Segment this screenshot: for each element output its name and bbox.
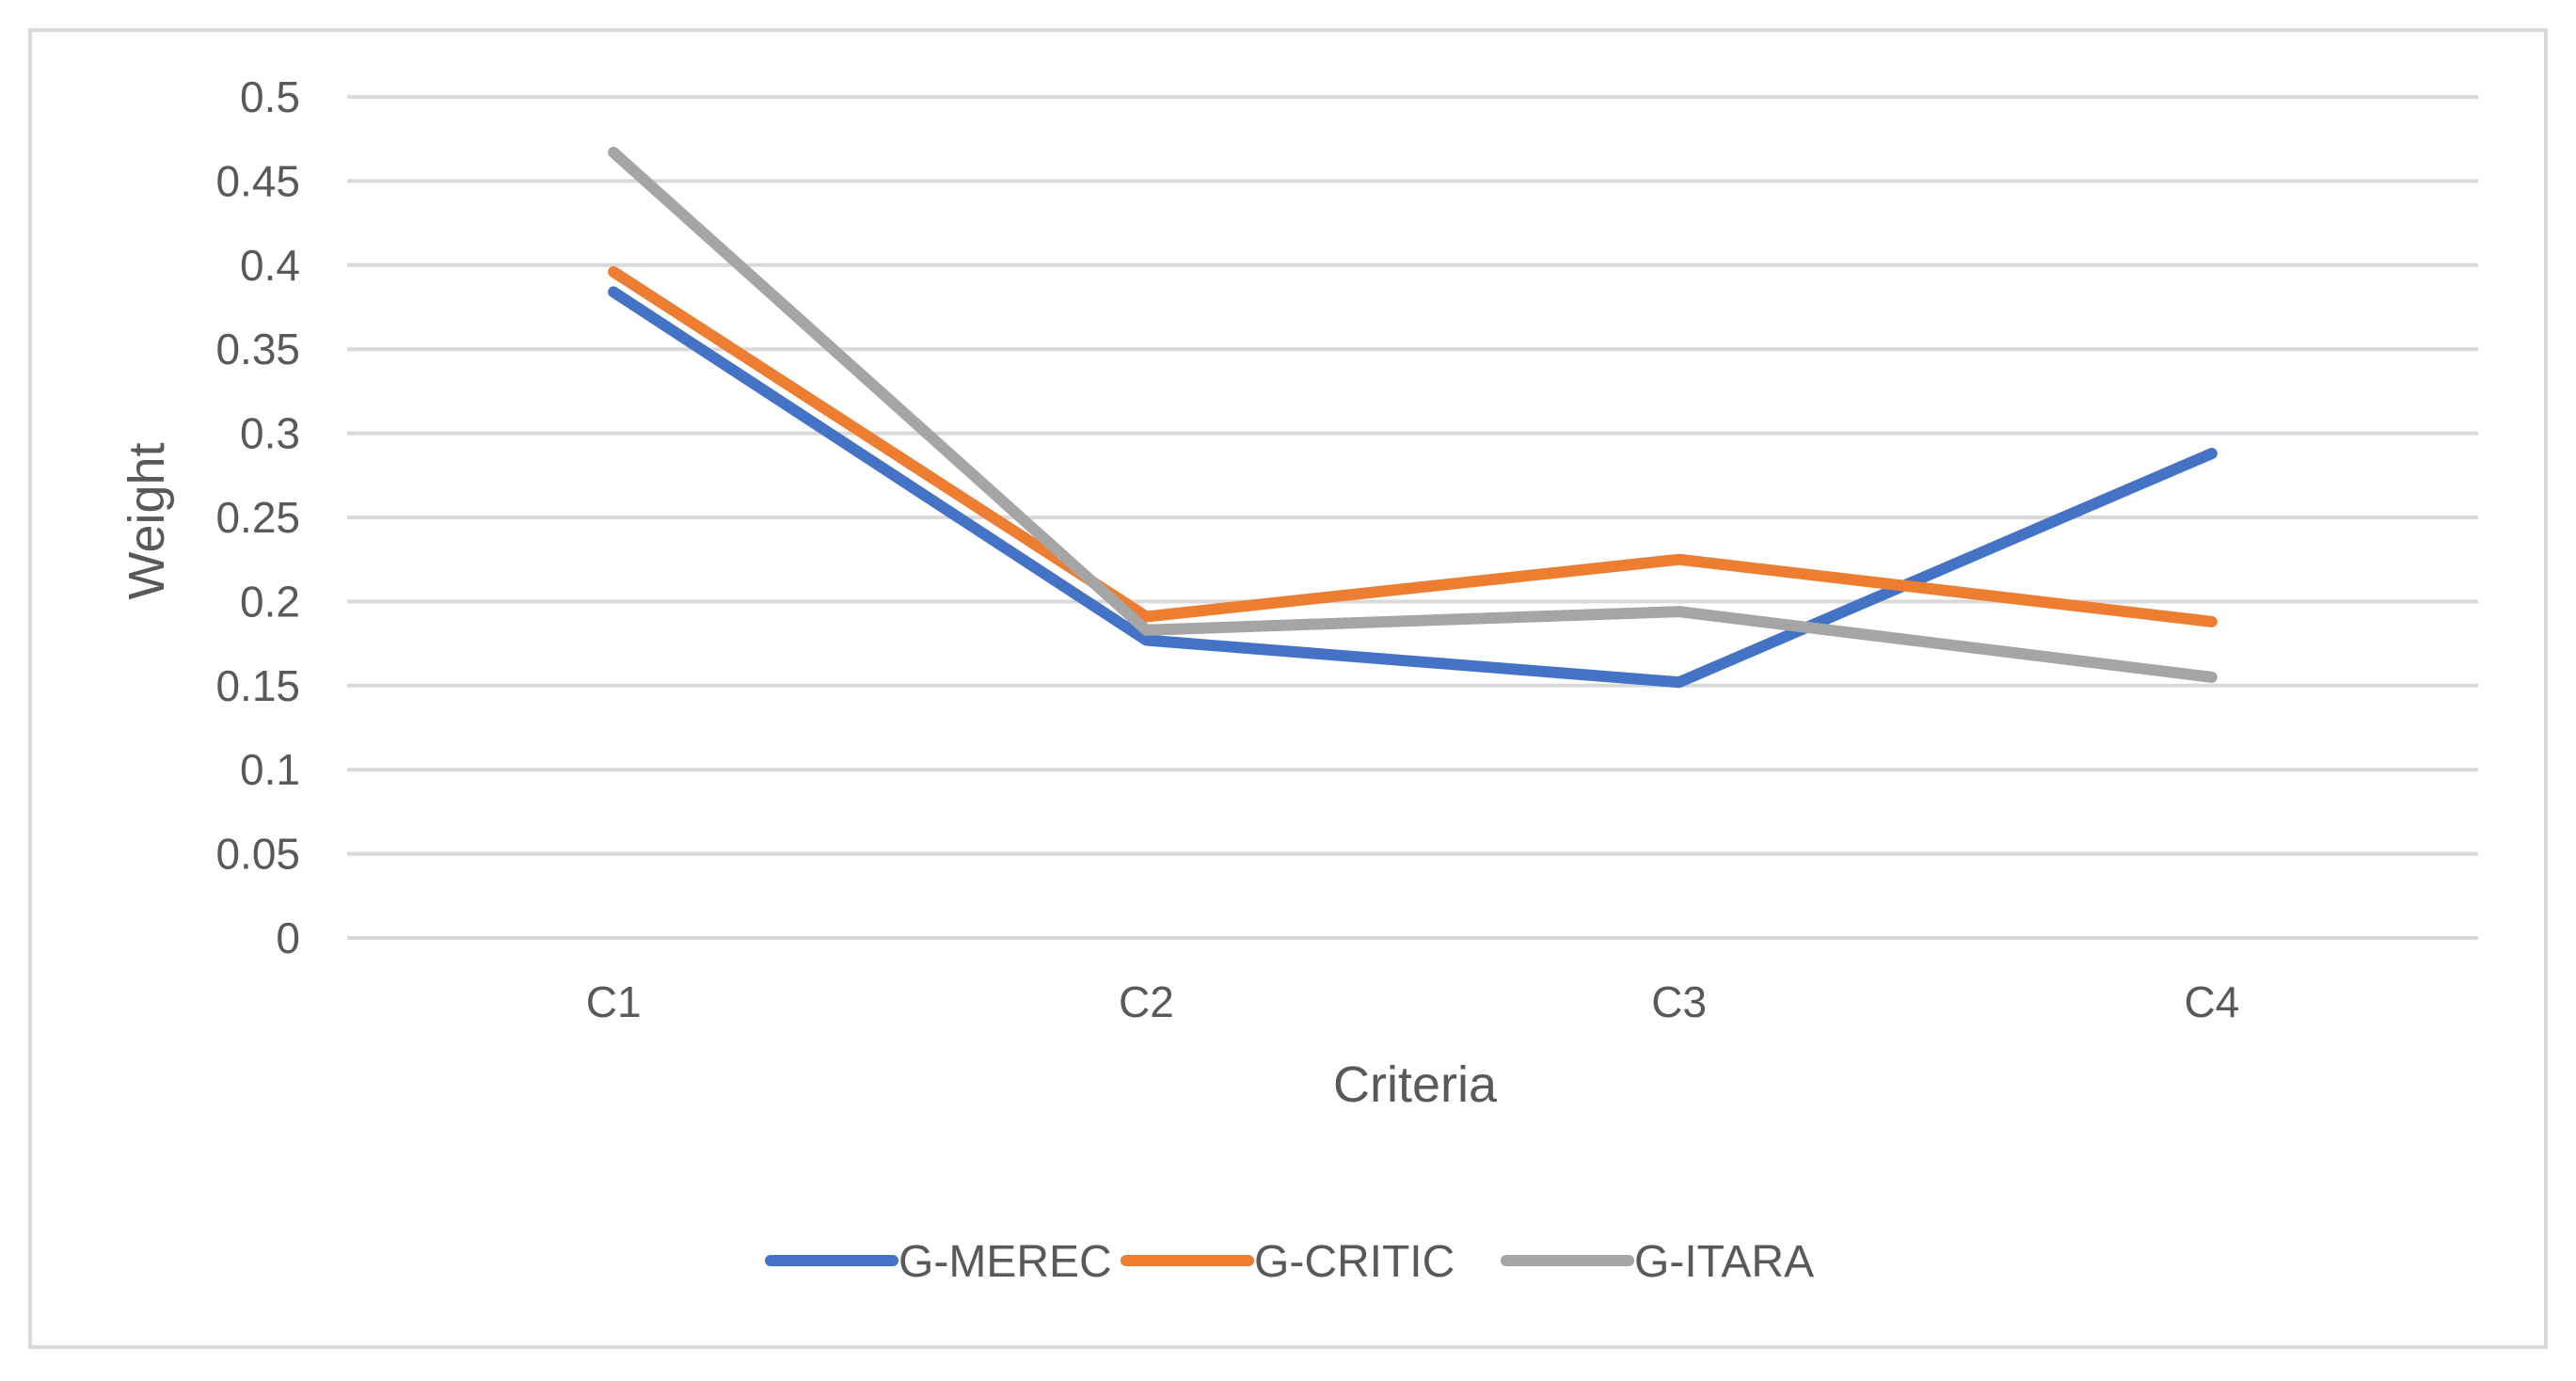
y-tick-label: 0.25 xyxy=(215,493,300,542)
series-lines xyxy=(608,147,2218,689)
x-tick-label: C3 xyxy=(1651,977,1707,1026)
y-tick-label: 0.35 xyxy=(215,325,300,373)
line-chart: 00.050.10.150.20.250.30.350.40.450.5 C1 C… xyxy=(119,72,2478,1287)
legend-label: G-ITARA xyxy=(1634,1237,1814,1287)
series-line-g-merec xyxy=(608,286,2218,689)
legend-item-g-merec: G-MEREC xyxy=(765,1237,1112,1287)
legend-item-g-itara: G-ITARA xyxy=(1501,1237,1814,1287)
x-axis-title: Criteria xyxy=(1333,1056,1498,1113)
legend-label: G-CRITIC xyxy=(1254,1237,1455,1287)
y-tick-label: 0.4 xyxy=(240,241,300,290)
legend-label: G-MEREC xyxy=(898,1237,1112,1287)
y-tick-label: 0.5 xyxy=(240,72,300,121)
x-tick-label: C4 xyxy=(2184,977,2239,1026)
y-tick-label: 0.45 xyxy=(215,156,300,205)
y-tick-label: 0.2 xyxy=(240,577,300,626)
legend: G-MEREC G-CRITIC G-ITARA xyxy=(765,1237,1814,1287)
chart-frame: 0 0.05 0.1 0.15 0.2 0.25 0.3 0.35 0.4 0.45 0.5 C1 C… xyxy=(28,28,2548,1349)
y-axis-tick-labels: 0 0.05 0.1 0.15 0.2 0.25 0.3 0.35 0.4 0.45 0.5 xyxy=(215,72,300,962)
y-tick-label: 0 xyxy=(276,913,300,962)
legend-item-g-critic: G-CRITIC xyxy=(1121,1237,1455,1287)
x-axis-tick-labels: C1 C2 C3 C4 xyxy=(586,977,2240,1026)
series-line-g-critic xyxy=(608,265,2218,627)
x-tick-label: C2 xyxy=(1119,977,1174,1026)
y-tick-label: 0.1 xyxy=(240,745,300,794)
y-tick-label: 0.3 xyxy=(240,409,300,458)
y-axis-title: Weight xyxy=(119,442,175,599)
y-tick-label: 0.15 xyxy=(215,661,300,710)
y-tick-label: 0.05 xyxy=(215,830,300,879)
series-line-g-itara xyxy=(608,147,2218,683)
x-tick-label: C1 xyxy=(586,977,642,1026)
gridlines xyxy=(347,95,2478,940)
